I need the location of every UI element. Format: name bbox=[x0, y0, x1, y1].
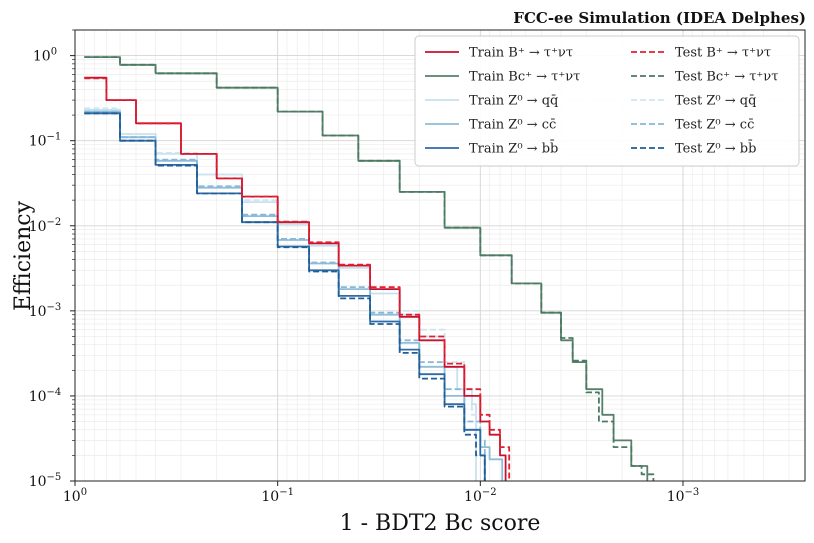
y-tick-base: 10 bbox=[29, 304, 47, 320]
x-tick-label: 10−2 bbox=[464, 487, 497, 505]
series-line bbox=[84, 112, 486, 481]
legend-label: Test Bc⁺ → τ⁺ντ bbox=[675, 70, 778, 85]
x-tick-exponent: −1 bbox=[279, 487, 294, 498]
x-tick-exponent: 0 bbox=[81, 487, 87, 498]
x-tick-base: 10 bbox=[63, 489, 81, 505]
legend-label: Train B⁺ → τ⁺ντ bbox=[469, 46, 573, 61]
y-tick-exponent: −1 bbox=[47, 132, 62, 143]
x-tick-exponent: −2 bbox=[482, 487, 497, 498]
y-tick-base: 10 bbox=[33, 49, 51, 65]
y-tick-label: 10−3 bbox=[29, 302, 62, 320]
series-line bbox=[84, 110, 504, 481]
y-tick-label: 10−5 bbox=[29, 472, 62, 490]
legend-box bbox=[414, 35, 800, 167]
y-tick-base: 10 bbox=[29, 219, 47, 235]
x-tick-base: 10 bbox=[667, 489, 685, 505]
series-line bbox=[84, 110, 486, 481]
y-tick-base: 10 bbox=[29, 474, 47, 490]
series-line bbox=[84, 77, 511, 481]
series-line bbox=[84, 56, 655, 481]
y-tick-exponent: 0 bbox=[51, 47, 57, 58]
x-axis-label: 1 - BDT2 Bc score bbox=[340, 511, 541, 536]
x-tick-label: 10−1 bbox=[261, 487, 294, 505]
legend-label: Train Z⁰ → qq̄ bbox=[469, 94, 558, 109]
y-tick-exponent: −5 bbox=[47, 472, 62, 483]
y-tick-label: 100 bbox=[33, 47, 57, 65]
legend-label: Test Z⁰ → cc̄ bbox=[675, 118, 754, 133]
x-tick-label: 10−3 bbox=[667, 487, 700, 505]
x-tick-base: 10 bbox=[464, 489, 482, 505]
y-tick-exponent: −2 bbox=[47, 217, 62, 228]
plot-frame bbox=[74, 29, 806, 482]
y-tick-base: 10 bbox=[29, 389, 47, 405]
x-tick-exponent: −3 bbox=[685, 487, 700, 498]
series-layer bbox=[84, 56, 655, 481]
legend-label: Test Z⁰ → bb̄ bbox=[675, 140, 756, 157]
y-tick-exponent: −4 bbox=[47, 387, 62, 398]
y-tick-label: 10−1 bbox=[29, 132, 62, 150]
legend: Train B⁺ → τ⁺ντ Train Bc⁺ → τ⁺ντ Train Z⁰ … bbox=[414, 35, 800, 167]
y-tick-base: 10 bbox=[29, 134, 47, 150]
legend-label: Train Z⁰ → cc̄ bbox=[469, 118, 556, 133]
legend-label: Train Z⁰ → bb̄ bbox=[469, 140, 558, 157]
y-tick-exponent: −3 bbox=[47, 302, 62, 313]
series-line bbox=[84, 112, 486, 481]
y-tick-label: 10−2 bbox=[29, 217, 62, 235]
x-tick-base: 10 bbox=[261, 489, 279, 505]
chart-title: FCC-ee Simulation (IDEA Delphes) bbox=[513, 9, 806, 27]
x-tick-label: 100 bbox=[63, 487, 87, 505]
y-axis-label: Efficiency bbox=[11, 200, 36, 311]
legend-label: Train Bc⁺ → τ⁺ντ bbox=[469, 70, 580, 85]
legend-label: Test Z⁰ → qq̄ bbox=[675, 94, 756, 109]
legend-label: Test B⁺ → τ⁺ντ bbox=[675, 46, 771, 61]
y-tick-label: 10−4 bbox=[29, 387, 62, 405]
